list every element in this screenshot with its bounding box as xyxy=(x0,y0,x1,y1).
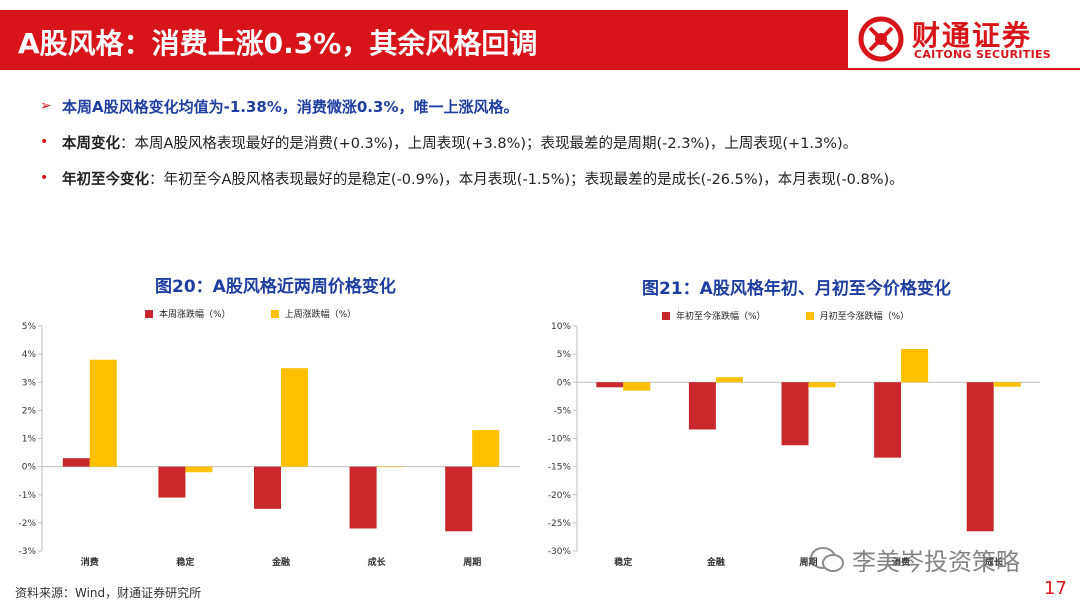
legend-swatch xyxy=(270,309,279,318)
bar-primary xyxy=(874,382,902,458)
ytd-bullet: • 年初至今变化 ：年初至今A股风格表现最好的是稳定(-0.9%)，本月表现(-… xyxy=(40,160,1060,196)
bar-primary xyxy=(254,466,281,509)
header: A股风格：消费上涨0.3%，其余风格回调 财通证券 CAITONG SECURI… xyxy=(0,0,1080,72)
bar-secondary xyxy=(472,430,500,467)
y-tick-label: -15% xyxy=(548,463,572,473)
bar-secondary xyxy=(623,382,651,391)
legend-item: 本周涨跌幅（%） xyxy=(145,307,231,320)
y-tick-label: 4% xyxy=(22,350,37,360)
bar-secondary xyxy=(281,368,308,467)
bar-primary xyxy=(62,458,90,467)
y-tick-label: 0% xyxy=(22,463,37,473)
bar-primary xyxy=(781,382,809,446)
bar-secondary xyxy=(185,466,213,473)
chart20-title: 图20：A股风格近两周价格变化 xyxy=(155,277,396,297)
bar-secondary xyxy=(376,466,404,468)
dot-bullet-icon: • xyxy=(40,170,49,186)
source-note: 资料来源：Wind，财通证券研究所 xyxy=(15,586,202,600)
bar-secondary xyxy=(715,377,743,383)
y-tick-label: -2% xyxy=(18,519,36,529)
logo-chinese-text: 财通证券 xyxy=(912,19,1033,52)
y-tick-label: 5% xyxy=(22,322,37,332)
bar-secondary xyxy=(89,359,117,467)
legend-label: 月初至今涨跌幅（%） xyxy=(819,312,910,322)
y-tick-label: 3% xyxy=(22,378,37,388)
legend-swatch xyxy=(805,311,814,320)
ytd-label: 年初至今变化 xyxy=(62,171,149,188)
chart21-title: 图21：A股风格年初、月初至今价格变化 xyxy=(642,279,951,299)
x-tick-label: 金融 xyxy=(706,556,725,568)
y-tick-label: 5% xyxy=(557,350,572,360)
y-tick-label: -20% xyxy=(548,491,572,501)
watermark-text: 李美岑投资策略 xyxy=(852,548,1020,576)
legend-item: 上周涨跌幅（%） xyxy=(270,307,357,320)
bar-secondary xyxy=(993,382,1021,387)
weekly-label: 本周变化 xyxy=(62,135,120,152)
bar-primary xyxy=(596,382,624,388)
x-tick-label: 金融 xyxy=(271,556,290,568)
weekly-text: ：本周A股风格表现最好的是消费(+0.3%)，上周表现(+3.8%)；表现最差的… xyxy=(120,135,858,152)
bar-primary xyxy=(966,382,994,532)
y-tick-label: -3% xyxy=(18,547,36,557)
chart21-plot: -30% -25% -20% -15% -10% -5% 0% 5% 10% 稳定 金融 周期 消费 成长 xyxy=(548,322,1040,568)
legend-label: 上周涨跌幅（%） xyxy=(284,310,357,320)
y-tick-label: 2% xyxy=(22,406,37,416)
wechat-icon xyxy=(810,546,844,572)
x-tick-label: 成长 xyxy=(368,556,387,568)
y-tick-label: -10% xyxy=(548,435,572,445)
logo-mark-icon xyxy=(858,16,904,62)
y-tick-label: 1% xyxy=(22,435,37,445)
y-tick-label: -25% xyxy=(548,519,572,529)
x-tick-label: 周期 xyxy=(799,556,817,568)
ytd-text: ：年初至今A股风格表现最好的是稳定(-0.9%)，本月表现(-1.5%)；表现最… xyxy=(149,171,904,188)
y-tick-label: -5% xyxy=(553,406,571,416)
dot-bullet-icon: • xyxy=(40,134,49,150)
bar-primary xyxy=(158,466,186,498)
legend-label: 年初至今涨跌幅（%） xyxy=(676,312,766,322)
logo-english-text: CAITONG SECURITIES xyxy=(914,48,1052,61)
y-tick-label: -30% xyxy=(548,547,572,557)
bar-secondary xyxy=(901,349,929,383)
legend-swatch xyxy=(145,309,153,318)
legend-swatch xyxy=(662,311,670,320)
y-tick-label: 10% xyxy=(551,322,571,332)
bar-primary xyxy=(688,382,716,430)
chart20-legend: 本周涨跌幅（%） 上周涨跌幅（%） xyxy=(145,307,356,320)
chart21-legend: 年初至今涨跌幅（%） 月初至今涨跌幅（%） xyxy=(662,309,909,322)
bar-secondary xyxy=(808,382,836,388)
x-tick-label: 消费 xyxy=(892,556,910,568)
x-tick-label: 周期 xyxy=(463,556,481,568)
watermark: 李美岑投资策略 xyxy=(810,542,1020,577)
legend-item: 月初至今涨跌幅（%） xyxy=(805,309,910,322)
page-title: A股风格：消费上涨0.3%，其余风格回调 xyxy=(18,27,538,60)
page-number: 17 xyxy=(1044,578,1067,599)
title-bar: A股风格：消费上涨0.3%，其余风格回调 xyxy=(0,10,848,68)
arrow-bullet-icon: ➢ xyxy=(40,98,52,114)
headline-bullet: ➢ 本周A股风格变化均值为-1.38%，消费微涨0.3%，唯一上涨风格。 xyxy=(40,88,1060,124)
summary-bullets: ➢ 本周A股风格变化均值为-1.38%，消费微涨0.3%，唯一上涨风格。 • 本… xyxy=(40,88,1060,196)
y-tick-label: 0% xyxy=(557,378,572,388)
bar-primary xyxy=(349,466,377,529)
header-divider xyxy=(0,68,1080,70)
legend-item: 年初至今涨跌幅（%） xyxy=(662,309,766,322)
y-tick-label: -1% xyxy=(18,491,36,501)
x-tick-label: 稳定 xyxy=(614,556,633,568)
bar-primary xyxy=(445,466,473,532)
legend-label: 本周涨跌幅（%） xyxy=(159,310,231,320)
x-tick-label: 稳定 xyxy=(176,556,195,568)
x-tick-label: 成长 xyxy=(985,556,1004,568)
brand-logo: 财通证券 CAITONG SECURITIES xyxy=(858,12,1068,66)
x-tick-label: 消费 xyxy=(81,556,99,568)
headline-text: 本周A股风格变化均值为-1.38%，消费微涨0.3%，唯一上涨风格。 xyxy=(62,97,519,116)
chart20-plot: -3% -2% -1% 0% 1% 2% 3% 4% 5% 消费 稳定 金融 成长 周期 xyxy=(18,322,520,568)
weekly-bullet: • 本周变化 ：本周A股风格表现最好的是消费(+0.3%)，上周表现(+3.8%… xyxy=(40,124,1060,160)
